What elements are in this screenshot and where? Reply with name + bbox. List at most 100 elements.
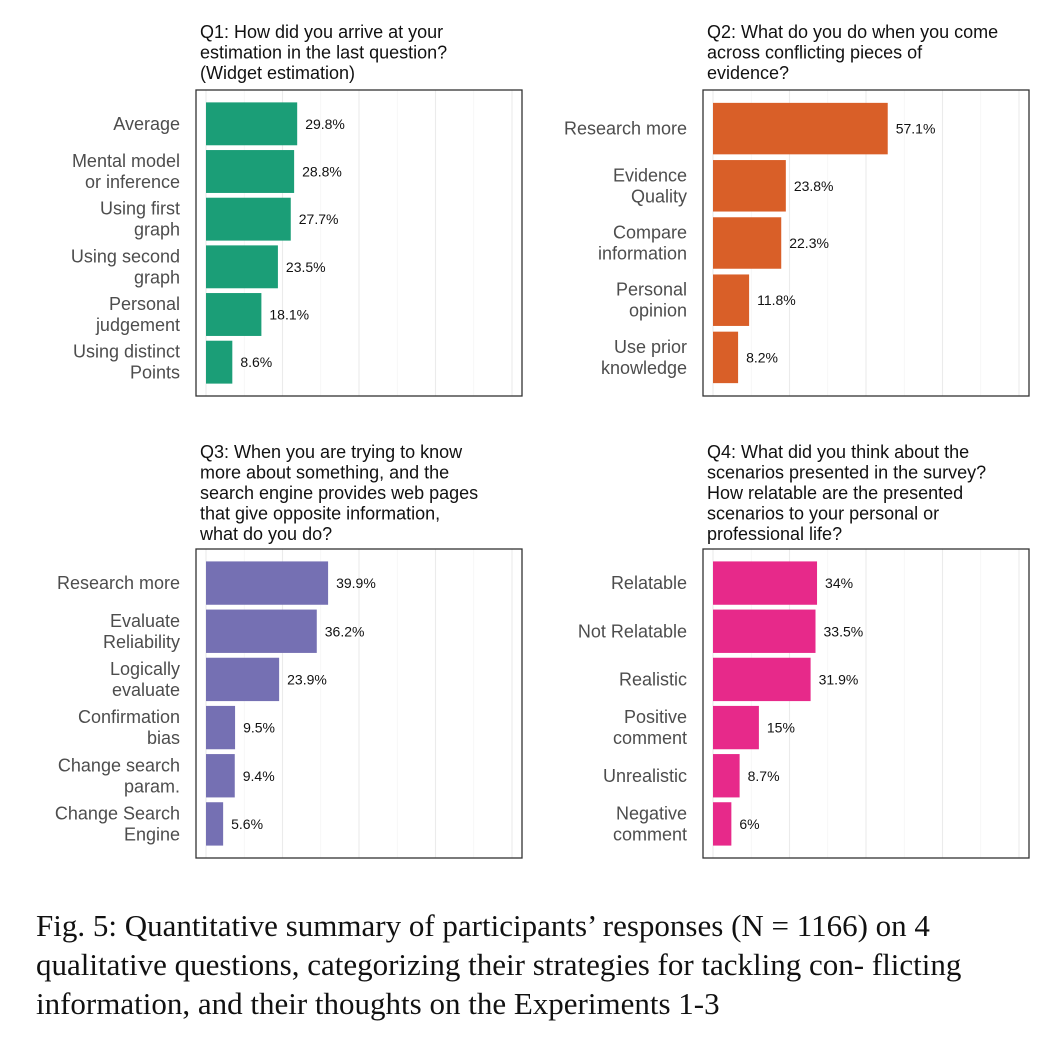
bar-value-label: 8.2% <box>746 349 778 365</box>
chart-title-line: Q4: What did you think about the <box>707 442 969 462</box>
category-label: or inference <box>85 172 180 192</box>
category-label: graph <box>134 220 180 240</box>
bar-value-label: 23.5% <box>286 259 326 275</box>
category-label: Confirmation <box>78 707 180 727</box>
bar-value-label: 15% <box>767 720 795 736</box>
panel-q1: Q1: How did you arrive at yourestimation… <box>71 22 523 397</box>
category-label: Evidence <box>613 165 687 185</box>
chart-title-line: evidence? <box>707 63 789 83</box>
bar-value-label: 31.9% <box>819 671 859 687</box>
bar <box>206 802 224 846</box>
bar <box>713 217 782 269</box>
bar <box>206 561 329 605</box>
bar <box>713 754 740 798</box>
category-label: Quality <box>631 186 687 206</box>
bar-value-label: 57.1% <box>896 121 936 137</box>
category-label: Engine <box>124 824 180 844</box>
category-label: Change Search <box>55 803 180 823</box>
category-label: Research more <box>564 119 687 139</box>
category-label: comment <box>613 728 687 748</box>
bar-value-label: 22.3% <box>789 235 829 251</box>
chart-title-line: scenarios presented in the survey? <box>707 463 986 483</box>
bar-value-label: 34% <box>825 575 853 591</box>
chart-title-line: Q1: How did you arrive at your <box>200 22 443 42</box>
bar <box>713 274 750 326</box>
category-label: judgement <box>95 315 180 335</box>
bar <box>206 657 280 702</box>
bar <box>713 657 811 702</box>
bar <box>713 802 732 846</box>
bar <box>713 160 786 212</box>
category-label: Average <box>113 114 180 134</box>
chart-title-line: search engine provides web pages <box>200 483 478 503</box>
category-label: Compare <box>613 223 687 243</box>
chart-title-line: Q3: When you are trying to know <box>200 442 463 462</box>
chart-title-line: (Widget estimation) <box>200 63 355 83</box>
bar <box>206 197 291 241</box>
bar-value-label: 8.6% <box>240 354 272 370</box>
bar <box>713 561 818 605</box>
bar <box>206 102 298 146</box>
bar <box>206 754 235 798</box>
bar-value-label: 29.8% <box>305 116 345 132</box>
plot-border <box>702 89 1030 397</box>
bar-value-label: 23.9% <box>287 671 327 687</box>
bar-value-label: 9.4% <box>243 768 275 784</box>
category-label: Mental model <box>72 151 180 171</box>
plot-border <box>195 548 523 859</box>
chart-title-line: How relatable are the presented <box>707 483 963 503</box>
category-label: Use prior <box>614 337 687 357</box>
category-label: Reliability <box>103 632 180 652</box>
bar-value-label: 9.5% <box>243 720 275 736</box>
chart-title-line: what do you do? <box>199 524 332 544</box>
category-label: param. <box>124 776 180 796</box>
category-label: Logically <box>110 659 180 679</box>
category-label: Using first <box>100 199 180 219</box>
bar <box>206 150 295 193</box>
bar-value-label: 23.8% <box>794 178 834 194</box>
category-label: Positive <box>624 707 687 727</box>
chart-title-line: Q2: What do you do when you come <box>707 22 998 42</box>
chart-title-line: professional life? <box>707 524 842 544</box>
category-label: Change search <box>58 755 180 775</box>
category-label: comment <box>613 824 687 844</box>
bar-value-label: 33.5% <box>824 623 864 639</box>
bar-value-label: 5.6% <box>231 816 263 832</box>
plot-border <box>702 548 1030 859</box>
category-label: Using second <box>71 246 180 266</box>
bar <box>206 340 233 384</box>
category-label: bias <box>147 728 180 748</box>
category-label: Negative <box>616 803 687 823</box>
bar-value-label: 39.9% <box>336 575 376 591</box>
chart-title-line: across conflicting pieces of <box>707 43 923 63</box>
bar <box>713 331 739 384</box>
bar <box>206 245 278 289</box>
bar-value-label: 8.7% <box>748 768 780 784</box>
chart-title-line: estimation in the last question? <box>200 43 447 63</box>
bar-value-label: 11.8% <box>757 292 796 308</box>
category-label: Relatable <box>611 573 687 593</box>
bar <box>206 293 262 336</box>
bar-value-label: 28.8% <box>302 164 342 180</box>
category-label: knowledge <box>601 358 687 378</box>
category-label: opinion <box>629 301 687 321</box>
category-label: evaluate <box>112 680 180 700</box>
bar <box>713 609 816 653</box>
bar-value-label: 6% <box>739 816 759 832</box>
chart-title-line: scenarios to your personal or <box>707 504 939 524</box>
panel-q4: Q4: What did you think about thescenario… <box>578 442 1030 859</box>
bar <box>713 705 759 750</box>
category-label: Realistic <box>619 669 687 689</box>
bar <box>713 102 888 155</box>
bar-value-label: 36.2% <box>325 623 365 639</box>
chart-title-line: more about something, and the <box>200 463 449 483</box>
bar <box>206 609 317 653</box>
category-label: information <box>598 244 687 264</box>
plot-border <box>195 89 523 397</box>
category-label: graph <box>134 267 180 287</box>
category-label: Not Relatable <box>578 621 687 641</box>
chart-title-line: that give opposite information, <box>200 504 440 524</box>
